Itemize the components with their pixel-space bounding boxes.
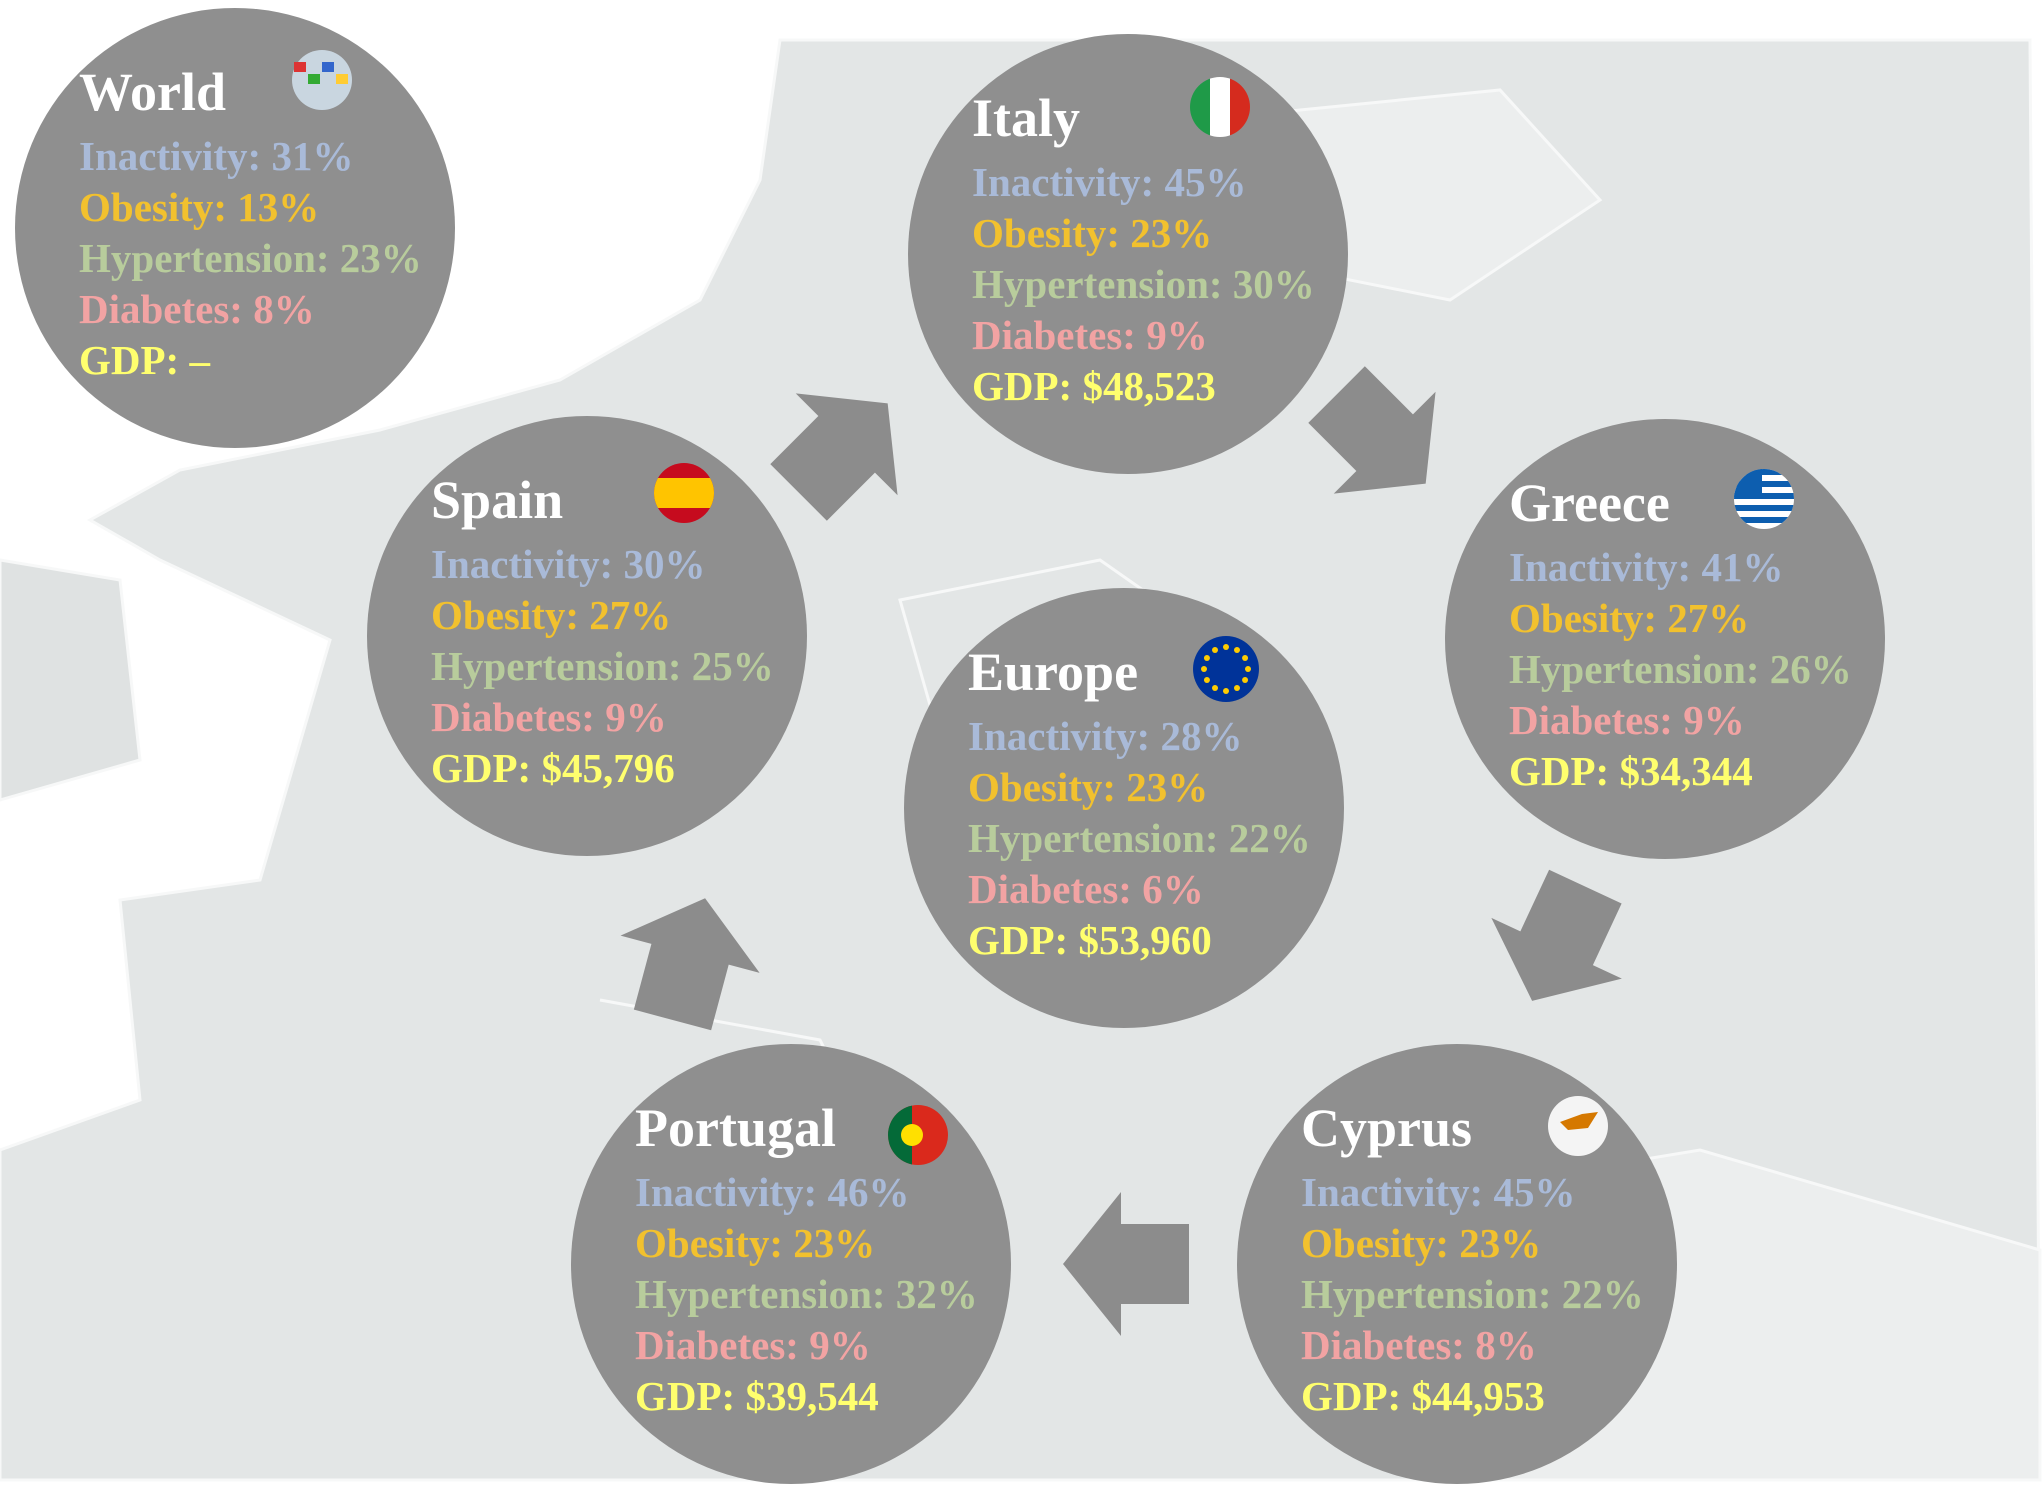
node-stat: Obesity: 27% xyxy=(1509,595,1749,641)
flag xyxy=(1190,77,1250,137)
flag-emblem xyxy=(901,1124,923,1146)
node-stat: Diabetes: 8% xyxy=(79,286,315,332)
flag-stripe xyxy=(1734,505,1794,511)
flag-bg xyxy=(292,50,352,110)
node-stat: Inactivity: 28% xyxy=(968,713,1242,759)
arrow xyxy=(1491,869,1622,1001)
flag xyxy=(1548,1096,1608,1156)
node-stat: GDP: $44,953 xyxy=(1301,1373,1545,1419)
flag-y xyxy=(654,478,714,508)
flag xyxy=(888,1105,948,1165)
flag xyxy=(292,50,352,110)
flag-island xyxy=(1560,1112,1598,1130)
flag-star xyxy=(1245,666,1251,672)
flag-star xyxy=(1242,655,1249,661)
node-stat: Diabetes: 6% xyxy=(968,866,1204,912)
node: Greece Inactivity: 41% Obesity: 27% Hyperte… xyxy=(1445,419,1885,859)
node-stat: Hypertension: 26% xyxy=(1509,646,1852,692)
flag-star xyxy=(1242,677,1249,683)
node-stat: Obesity: 23% xyxy=(635,1220,875,1266)
node-title: Spain xyxy=(431,470,563,530)
node-title: Europe xyxy=(968,642,1138,702)
flag-star xyxy=(1234,646,1240,653)
node-stat: Diabetes: 9% xyxy=(635,1322,871,1368)
arrow xyxy=(1063,1192,1189,1336)
node-stat: Diabetes: 8% xyxy=(1301,1322,1537,1368)
flag-patch xyxy=(322,62,334,72)
node-stat: Hypertension: 22% xyxy=(1301,1271,1644,1317)
flag-bg xyxy=(1193,636,1259,702)
arrow xyxy=(620,898,760,1031)
flag-stripe xyxy=(1734,481,1794,487)
node-stat: Diabetes: 9% xyxy=(431,694,667,740)
node-stat: Diabetes: 9% xyxy=(972,312,1208,358)
node-stat: Inactivity: 45% xyxy=(1301,1169,1575,1215)
node-title: Cyprus xyxy=(1301,1098,1472,1158)
flag-star xyxy=(1234,685,1240,692)
node-circle xyxy=(1237,1044,1677,1484)
node: Portugal Inactivity: 46% Obesity: 23% Hyper… xyxy=(571,1044,1011,1484)
node-circle xyxy=(367,416,807,856)
node: Spain Inactivity: 30% Obesity: 27% Hyperten… xyxy=(367,416,807,856)
node-stat: Diabetes: 9% xyxy=(1509,697,1745,743)
flag-stripe xyxy=(1734,469,1794,475)
node-stat: Inactivity: 30% xyxy=(431,541,705,587)
flag-patch xyxy=(294,62,306,72)
node-stat: Hypertension: 23% xyxy=(79,235,422,281)
node: Europe Inactivity: 28% Obesity: 23% Hyperte… xyxy=(904,588,1344,1028)
arrow xyxy=(770,393,898,521)
node-stat: GDP: $53,960 xyxy=(968,917,1212,963)
node-stat: Obesity: 27% xyxy=(431,592,671,638)
node-circle xyxy=(15,8,455,448)
flag-star xyxy=(1212,646,1218,653)
node-stat: Inactivity: 46% xyxy=(635,1169,909,1215)
flag-w xyxy=(1210,77,1230,137)
node-stat: GDP: $48,523 xyxy=(972,363,1216,409)
flag xyxy=(654,463,714,523)
node-stat: Hypertension: 30% xyxy=(972,261,1315,307)
node-circle xyxy=(908,34,1348,474)
node-stat: Hypertension: 22% xyxy=(968,815,1311,861)
node-stat: Inactivity: 45% xyxy=(972,159,1246,205)
node-stat: Obesity: 23% xyxy=(972,210,1212,256)
flag-star xyxy=(1223,644,1229,650)
flag-star xyxy=(1203,655,1210,661)
node-stat: Obesity: 13% xyxy=(79,184,319,230)
node-stat: GDP: – xyxy=(79,337,210,383)
node: Italy Inactivity: 45% Obesity: 23% Hyperten… xyxy=(908,34,1348,474)
flag-star xyxy=(1212,685,1218,692)
flag xyxy=(1734,469,1794,529)
node-stat: Inactivity: 31% xyxy=(79,133,353,179)
flag-patch xyxy=(308,74,320,84)
node-stat: Obesity: 23% xyxy=(968,764,1208,810)
node-title: Greece xyxy=(1509,473,1670,533)
node-stat: GDP: $45,796 xyxy=(431,745,675,791)
node-stat: GDP: $39,544 xyxy=(635,1373,879,1419)
flag-g xyxy=(1190,77,1210,137)
flag-star xyxy=(1201,666,1207,672)
node-stat: Hypertension: 25% xyxy=(431,643,774,689)
arrow xyxy=(1308,366,1436,494)
node-stat: Hypertension: 32% xyxy=(635,1271,978,1317)
node-stat: GDP: $34,344 xyxy=(1509,748,1753,794)
node-title: Portugal xyxy=(635,1098,836,1158)
flag-stripe xyxy=(1734,493,1794,499)
node-circle xyxy=(1445,419,1885,859)
flag-patch xyxy=(336,74,348,84)
arrows xyxy=(620,366,1622,1336)
flag-star xyxy=(1223,688,1229,694)
node: Cyprus Inactivity: 45% Obesity: 23% Hyperte… xyxy=(1237,1044,1677,1484)
node-stat: Inactivity: 41% xyxy=(1509,544,1783,590)
flag-star xyxy=(1203,677,1210,683)
flag-r xyxy=(1230,77,1250,137)
node-title: Italy xyxy=(972,88,1080,148)
nodes: World Inactivity: 31% Obesity: 13% Hyperten… xyxy=(15,8,1885,1484)
node: World Inactivity: 31% Obesity: 13% Hyperten… xyxy=(15,8,455,448)
node-stat: Obesity: 23% xyxy=(1301,1220,1541,1266)
flag-stripe xyxy=(1734,517,1794,523)
node-title: World xyxy=(79,62,226,122)
flag xyxy=(1193,636,1259,702)
